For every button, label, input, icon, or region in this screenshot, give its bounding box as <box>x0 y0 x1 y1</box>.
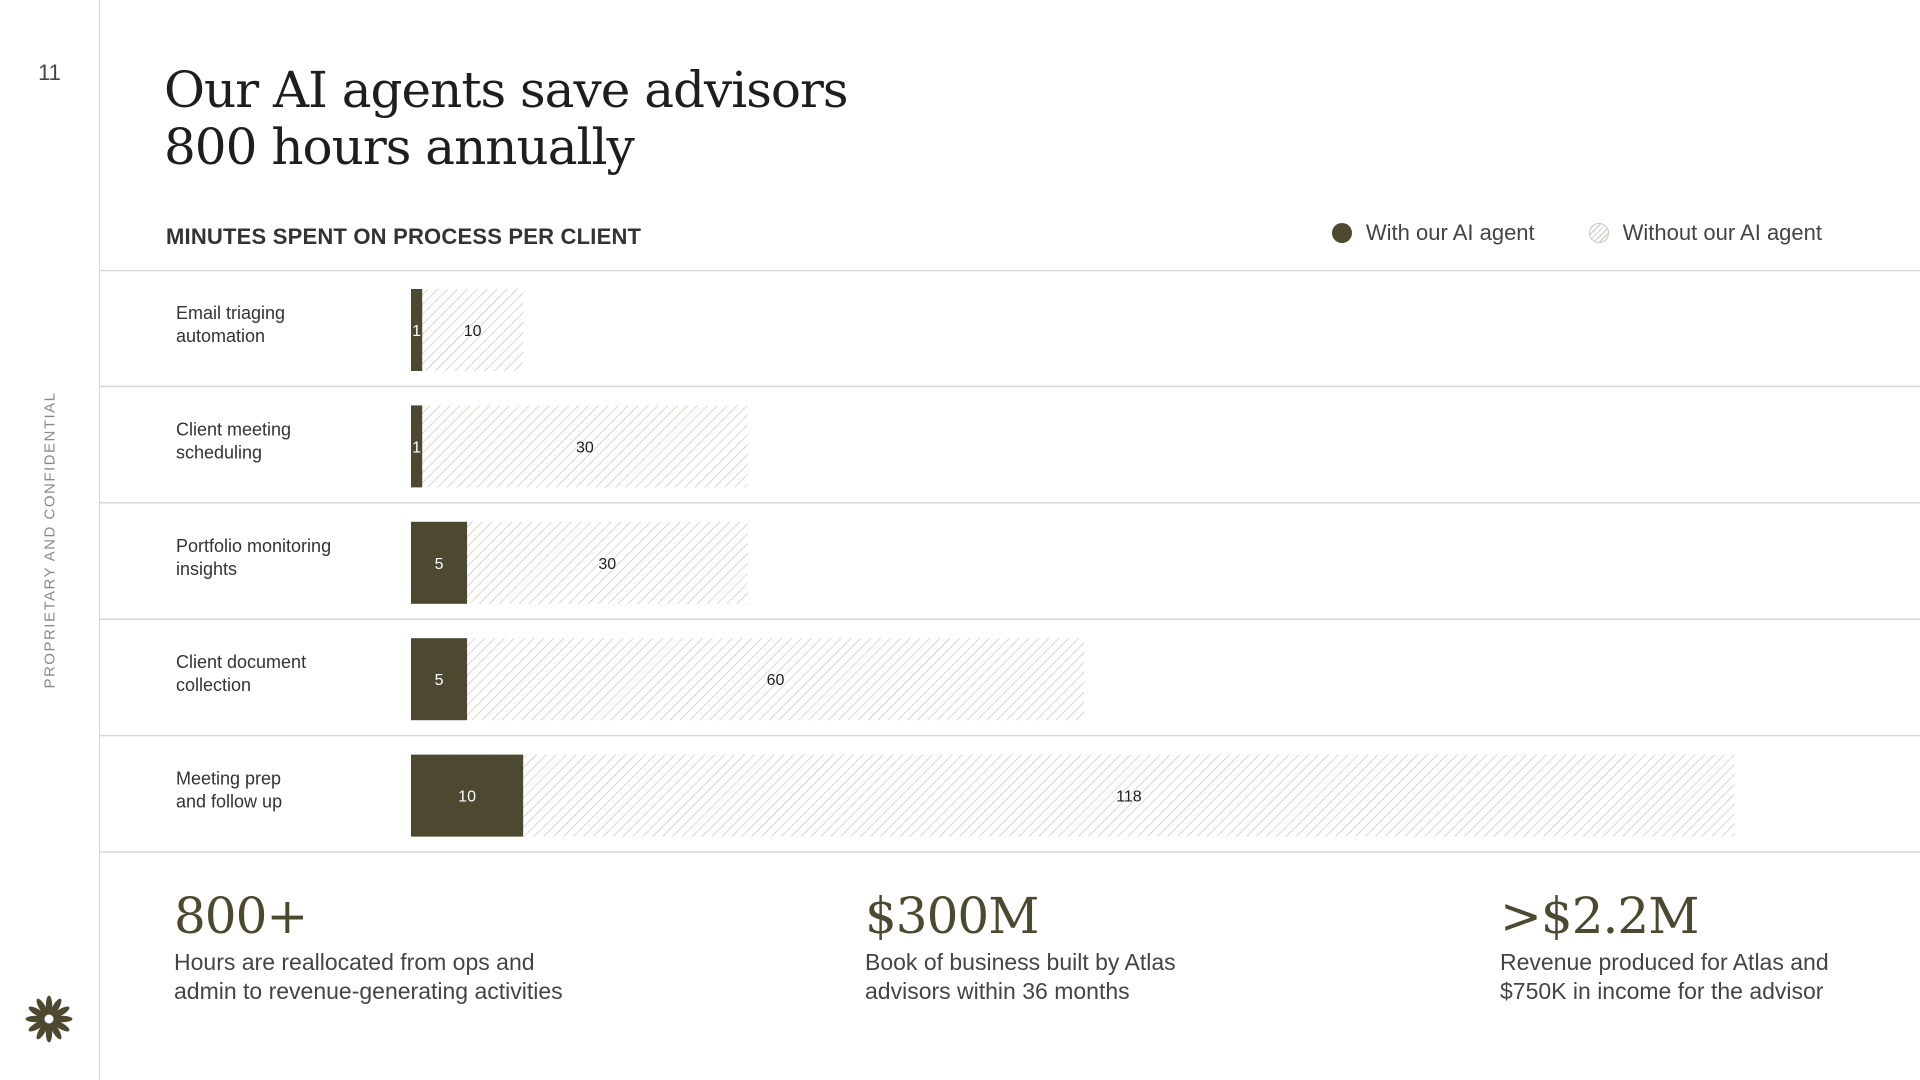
logo-petal <box>28 1006 47 1018</box>
stat-value: 800+ <box>174 887 308 945</box>
bar-category-label: Meeting prep and follow up <box>176 769 282 812</box>
logo-petal <box>51 1006 70 1018</box>
stat-description: Revenue produced for Atlas and $750K in … <box>1500 948 1920 1006</box>
stat-book: $300M Book of business built by Atlas ad… <box>865 886 1325 1006</box>
bar-value-with: 1 <box>412 323 421 340</box>
stat-desc-line: Book of business built by Atlas <box>865 949 1176 975</box>
logo-petal <box>25 1015 46 1023</box>
bar-category-label: Client document collection <box>176 652 306 695</box>
stat-desc-line: Hours are reallocated from ops and <box>174 949 535 975</box>
bar-value-with: 1 <box>412 439 421 456</box>
logo-petal <box>50 1021 62 1040</box>
stat-description: Hours are reallocated from ops and admin… <box>174 948 634 1006</box>
bar-value-without: 10 <box>464 323 482 340</box>
logo-petal <box>36 1021 48 1040</box>
stat-value: >$2.2M <box>1500 887 1699 945</box>
logo-petal <box>45 995 53 1016</box>
logo-petal <box>28 1020 47 1032</box>
bar-chart: Email triaging automation 1 10 Client meetin… <box>100 270 1920 853</box>
legend-item-with: With our AI agent <box>1331 220 1535 246</box>
bar-with-agent <box>411 754 524 837</box>
bar-value-without: 118 <box>1116 789 1142 806</box>
bar-value-with: 10 <box>458 789 476 806</box>
bar-with-agent <box>411 638 468 721</box>
confidential-label: PROPRIETARY AND CONFIDENTIAL <box>41 391 59 689</box>
bar-value-without: 30 <box>576 439 594 456</box>
bar-without-agent <box>411 638 1085 721</box>
logo-petal <box>51 1020 70 1032</box>
logo-petal <box>45 1022 53 1043</box>
legend-item-without: Without our AI agent <box>1588 220 1822 246</box>
stat-value: $300M <box>865 887 1039 945</box>
page-number: 11 <box>38 60 61 85</box>
bar-value-with: 5 <box>435 556 444 573</box>
bar-with-agent <box>411 289 423 371</box>
stat-desc-line: admin to revenue-generating activities <box>174 978 563 1004</box>
title-line-1: Our AI agents save advisors <box>164 61 849 119</box>
chart-heading: MINUTES SPENT ON PROCESS PER CLIENT <box>166 224 642 249</box>
chart-legend: With our AI agent Without our AI agent <box>1331 220 1822 246</box>
bar-value-without: 60 <box>767 672 785 689</box>
bar-without-agent <box>411 405 748 488</box>
stat-description: Book of business built by Atlas advisors… <box>865 948 1325 1006</box>
bar-without-agent <box>411 289 524 371</box>
legend-swatch-without <box>1588 223 1609 243</box>
stat-desc-line: advisors within 36 months <box>865 978 1130 1004</box>
page-title: Our AI agents save advisors 800 hours an… <box>164 62 1064 176</box>
stat-desc-line: Revenue produced for Atlas and <box>1500 949 1829 975</box>
title-line-2: 800 hours annually <box>164 118 635 176</box>
legend-label-without: Without our AI agent <box>1622 220 1822 245</box>
bar-category-label: Client meeting scheduling <box>176 419 291 462</box>
bar-value-with: 5 <box>435 672 444 689</box>
bar-value-without: 30 <box>598 556 616 573</box>
sidebar: 11 PROPRIETARY AND CONFIDENTIAL <box>0 0 100 1080</box>
stat-hours: 800+ Hours are reallocated from ops and … <box>174 886 634 1006</box>
bar-without-agent <box>411 754 1735 837</box>
bar-with-agent <box>411 521 468 604</box>
bar-with-agent <box>411 405 423 488</box>
bar-category-label: Portfolio monitoring insights <box>176 536 331 579</box>
logo-petal <box>50 998 62 1017</box>
stat-desc-line: $750K in income for the advisor <box>1500 978 1824 1004</box>
flower-logo-icon <box>25 995 73 1043</box>
logo-petal <box>36 998 48 1017</box>
legend-label-with: With our AI agent <box>1365 220 1535 245</box>
stats-row: 800+ Hours are reallocated from ops and … <box>0 886 1920 1036</box>
bar-category-label: Email triaging automation <box>176 303 285 346</box>
logo-petal <box>52 1015 73 1023</box>
stat-revenue: >$2.2M Revenue produced for Atlas and $7… <box>1500 886 1920 1006</box>
legend-swatch-with <box>1331 223 1352 243</box>
